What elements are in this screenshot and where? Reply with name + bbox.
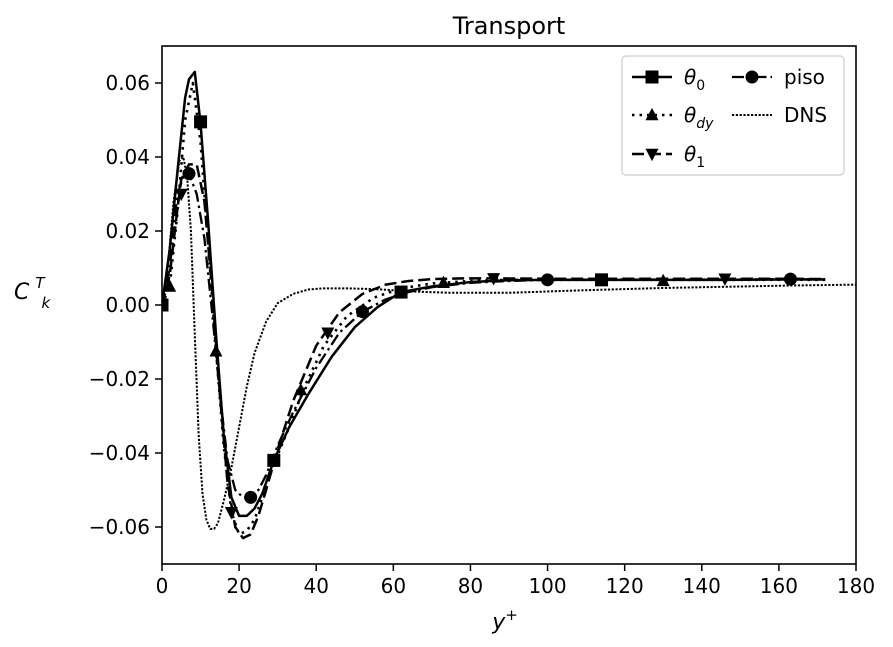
legend-label: θ1 xyxy=(684,142,705,171)
legend-label: θ0 xyxy=(684,65,705,94)
y-tick-label: 0.06 xyxy=(105,71,150,95)
legend-marker xyxy=(645,70,659,84)
y-axis-label: C T k xyxy=(14,269,52,312)
y-tick-label: 0.02 xyxy=(105,219,150,243)
y-tick-label: 0.04 xyxy=(105,145,150,169)
legend-entry: θdy xyxy=(632,103,714,132)
series-marker xyxy=(162,298,169,312)
x-tick-label: 160 xyxy=(760,574,798,598)
legend-label: DNS xyxy=(784,103,827,127)
x-tick-label: 0 xyxy=(156,574,169,598)
legend-entry: θ0 xyxy=(632,65,705,94)
legend-label: piso xyxy=(784,65,825,89)
y-tick-label: −0.04 xyxy=(89,441,150,465)
series-marker xyxy=(355,305,369,319)
legend-label-main: θ xyxy=(684,142,696,166)
series-3 xyxy=(162,167,826,504)
series-marker xyxy=(244,490,258,504)
legend-entry: θ1 xyxy=(632,142,705,171)
legend-marker xyxy=(745,70,759,84)
x-axis-label-main: y xyxy=(491,610,506,635)
legend-label: θdy xyxy=(684,103,714,132)
y-tick-label: −0.06 xyxy=(89,515,150,539)
x-axis-label: y+ xyxy=(491,606,518,635)
series-4 xyxy=(162,156,856,530)
series-marker xyxy=(783,272,797,286)
x-axis-ticks: 0 20 40 60 80 100 120 140 160 180 xyxy=(156,564,875,598)
chart-title: Transport xyxy=(452,12,566,40)
series-layer xyxy=(162,70,856,540)
y-tick-label: −0.02 xyxy=(89,367,150,391)
legend-entry: DNS xyxy=(732,103,827,127)
x-tick-label: 40 xyxy=(303,574,328,598)
series-line xyxy=(162,81,826,536)
y-axis-label-main: C xyxy=(14,280,30,305)
series-line xyxy=(162,156,856,530)
x-tick-label: 100 xyxy=(528,574,566,598)
x-tick-label: 120 xyxy=(606,574,644,598)
legend-label-main: piso xyxy=(784,65,825,89)
x-tick-label: 180 xyxy=(837,574,875,598)
series-line xyxy=(162,170,826,499)
y-axis-label-sup: T xyxy=(35,274,46,292)
series-marker xyxy=(436,275,450,288)
series-marker xyxy=(321,327,335,340)
legend-label-sub: 1 xyxy=(696,155,705,171)
legend-marker xyxy=(645,148,659,162)
series-marker xyxy=(541,273,555,287)
plot-area xyxy=(161,45,857,565)
series-marker xyxy=(182,167,196,181)
x-tick-label: 140 xyxy=(683,574,721,598)
legend-label-sub: dy xyxy=(696,116,714,132)
legend-label-sub: 0 xyxy=(696,78,705,94)
legend-entry: piso xyxy=(732,65,825,89)
y-tick-label: 0.00 xyxy=(105,293,150,317)
series-marker xyxy=(224,507,238,520)
legend-label-main: θ xyxy=(684,103,696,127)
x-tick-label: 60 xyxy=(381,574,406,598)
series-marker xyxy=(194,115,208,129)
legend-marker xyxy=(645,107,659,121)
y-axis-label-sub: k xyxy=(42,294,52,312)
series-marker xyxy=(487,273,501,286)
legend-label-main: θ xyxy=(684,65,696,89)
y-axis-ticks: −0.06 −0.04 −0.02 0.00 0.02 0.04 0.06 xyxy=(89,71,162,539)
series-marker xyxy=(595,273,609,287)
legend-label-main: DNS xyxy=(784,103,827,127)
x-tick-label: 80 xyxy=(458,574,483,598)
x-axis-label-sup: + xyxy=(505,606,518,624)
x-tick-label: 20 xyxy=(226,574,251,598)
